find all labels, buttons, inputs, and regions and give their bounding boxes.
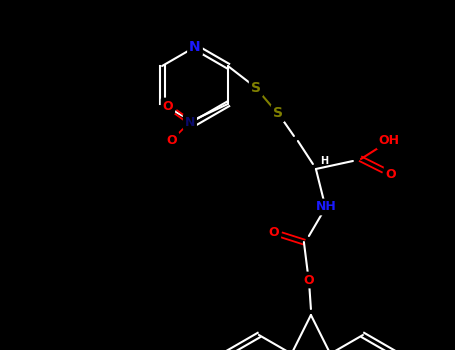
Text: O: O: [268, 225, 279, 238]
Text: O: O: [385, 168, 396, 181]
Text: S: S: [251, 81, 261, 95]
Text: N: N: [185, 116, 195, 128]
Text: H: H: [320, 156, 328, 166]
Text: NH: NH: [315, 201, 336, 214]
Text: O: O: [162, 99, 173, 112]
Text: S: S: [273, 106, 283, 120]
Text: O: O: [167, 133, 177, 147]
Text: N: N: [189, 40, 201, 54]
Text: O: O: [303, 273, 314, 287]
Text: OH: OH: [379, 134, 399, 147]
